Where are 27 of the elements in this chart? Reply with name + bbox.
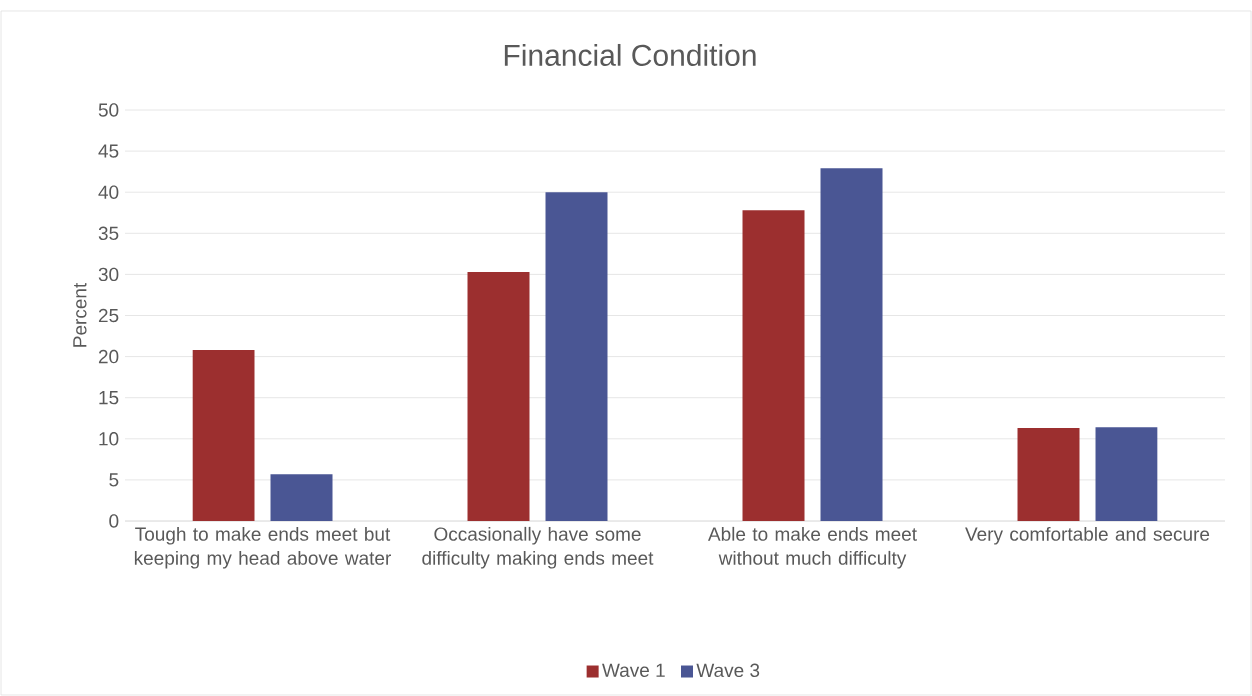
legend-label: Wave 1 [602,663,665,677]
y-tick-label: 10 [99,432,119,446]
y-axis-title: Percent [73,282,87,347]
y-tick-label: 50 [98,103,119,117]
bar [1017,428,1080,521]
legend-label: Wave 3 [696,663,760,678]
bar [742,210,805,521]
y-tick-label: 0 [109,514,119,528]
x-tick-label: Occasionally have some difficulty making ends meet [422,526,654,569]
bar [820,168,883,521]
y-tick-label: 35 [98,226,119,241]
bar [1095,427,1158,521]
y-tick-label: 40 [98,185,119,199]
bar [545,192,608,521]
y-tick-label: 15 [99,391,119,405]
y-tick-label: 45 [98,144,119,158]
chart-title: Financial Condition [504,43,756,66]
x-tick-label: Able to make ends meet without much difficulty [707,526,917,569]
bar [270,474,333,521]
y-tick-label: 5 [109,473,119,487]
x-tick-label: Tough to make ends meet but keeping my head above water [134,526,391,569]
y-tick-label: 20 [98,349,119,364]
y-tick-label: 30 [98,267,119,282]
bar [467,271,530,521]
x-tick-label: Very comfortable and secure [965,526,1210,545]
bar [192,350,255,521]
y-tick-label: 25 [98,308,119,323]
